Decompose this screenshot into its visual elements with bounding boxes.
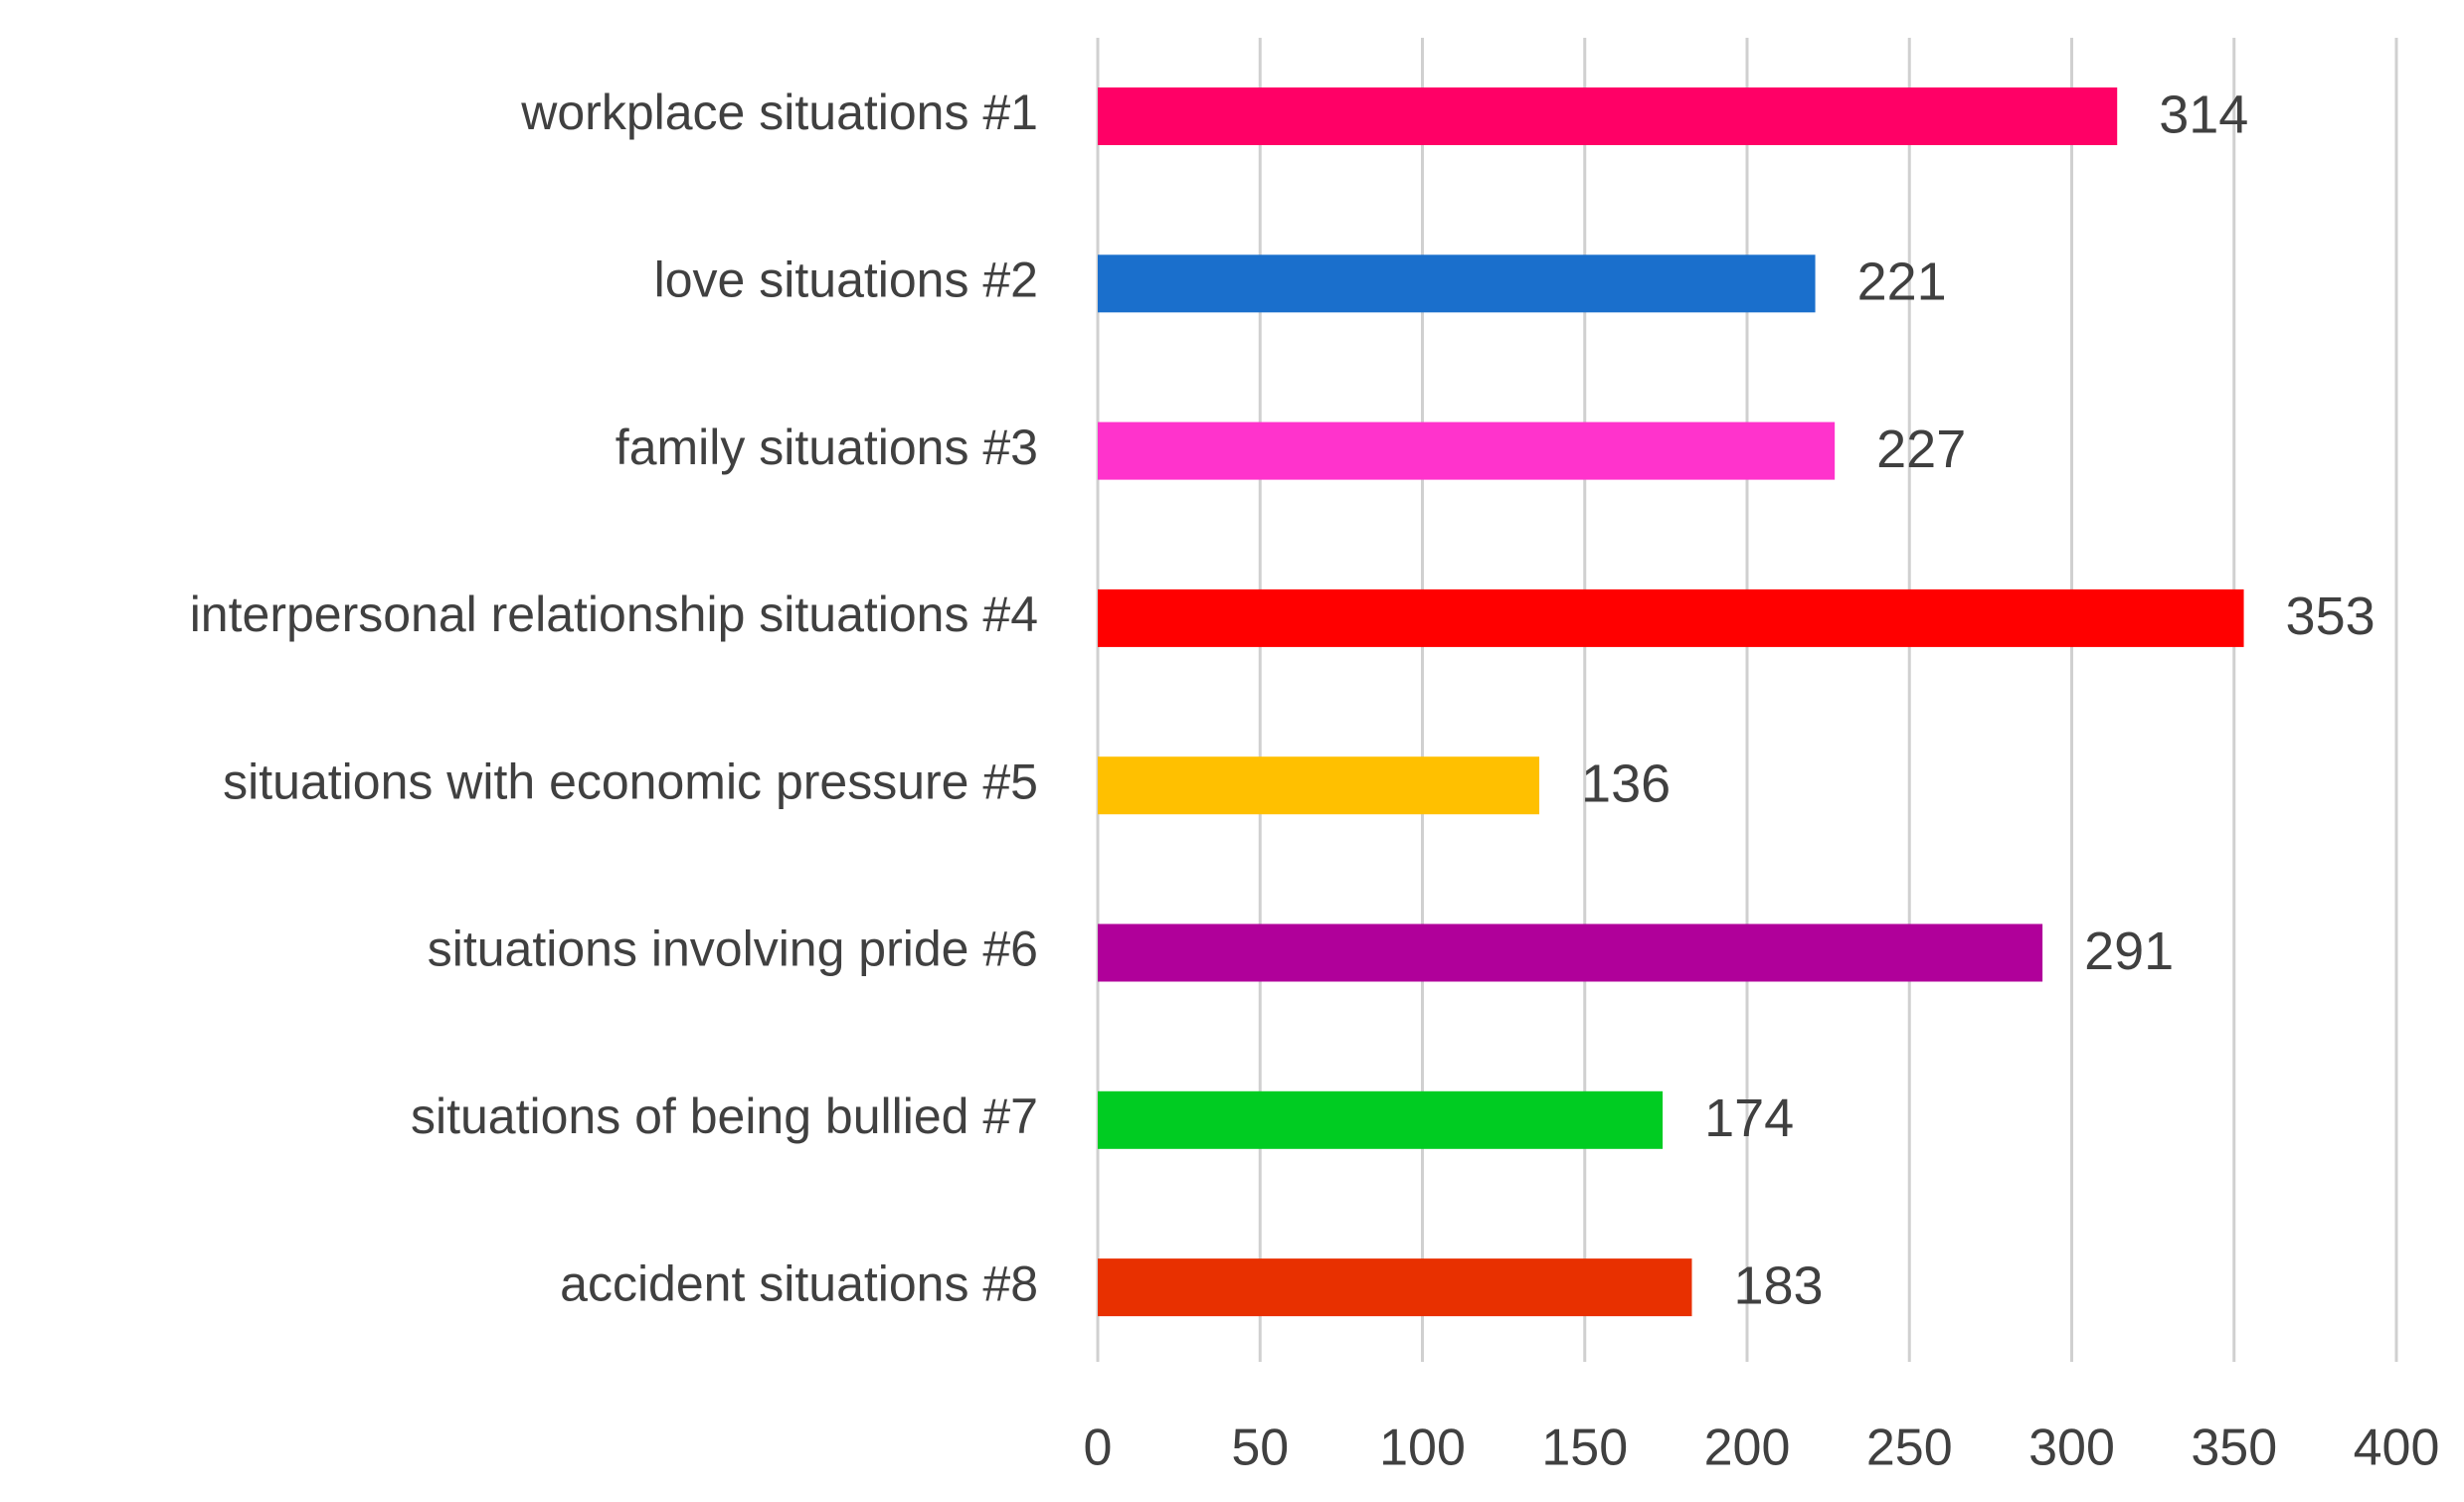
category-label-4: interpersonal relationship situations #4 [190, 586, 1038, 642]
value-label-2: 221 [1857, 252, 1947, 312]
x-tick-label-100: 100 [1379, 1419, 1466, 1477]
x-tick-label-400: 400 [2354, 1419, 2440, 1477]
bar-8 [1098, 1258, 1692, 1317]
bar-3 [1098, 421, 1836, 480]
bar-4 [1098, 588, 2244, 647]
bar-5 [1098, 756, 1540, 815]
value-label-4: 353 [2286, 586, 2376, 646]
x-axis-tick-labels: 0 50 100 150 200 250 300 350 400 [1084, 1419, 2440, 1477]
x-tick-label-50: 50 [1231, 1419, 1289, 1477]
gridlines [1096, 38, 2398, 1362]
category-label-6: situations involving pride #6 [428, 921, 1038, 977]
value-label-5: 136 [1581, 753, 1671, 813]
value-labels: 314 221 227 353 136 291 174 183 [1581, 84, 2376, 1315]
value-label-8: 183 [1733, 1255, 1823, 1315]
category-label-2: love situations #2 [654, 252, 1038, 308]
category-label-3: family situations #3 [616, 419, 1038, 475]
x-tick-label-350: 350 [2191, 1419, 2277, 1477]
bar-2 [1098, 254, 1816, 313]
bars [1098, 87, 2244, 1317]
value-label-6: 291 [2084, 921, 2174, 981]
value-label-1: 314 [2159, 84, 2248, 144]
x-tick-label-150: 150 [1541, 1419, 1628, 1477]
category-label-7: situations of being bullied #7 [411, 1088, 1038, 1144]
category-label-1: workplace situations #1 [520, 84, 1038, 140]
value-label-7: 174 [1704, 1088, 1794, 1148]
x-tick-label-250: 250 [1866, 1419, 1953, 1477]
category-label-5: situations with economic pressure #5 [223, 753, 1038, 809]
x-tick-label-200: 200 [1704, 1419, 1791, 1477]
bar-6 [1098, 923, 2043, 982]
x-tick-label-300: 300 [2028, 1419, 2115, 1477]
category-label-8: accident situations #8 [560, 1255, 1038, 1311]
bar-1 [1098, 87, 2118, 145]
bar-7 [1098, 1090, 1664, 1149]
category-labels: workplace situations #1 love situations #… [190, 84, 1038, 1311]
value-label-3: 227 [1876, 419, 1966, 479]
x-tick-label-0: 0 [1084, 1419, 1113, 1477]
